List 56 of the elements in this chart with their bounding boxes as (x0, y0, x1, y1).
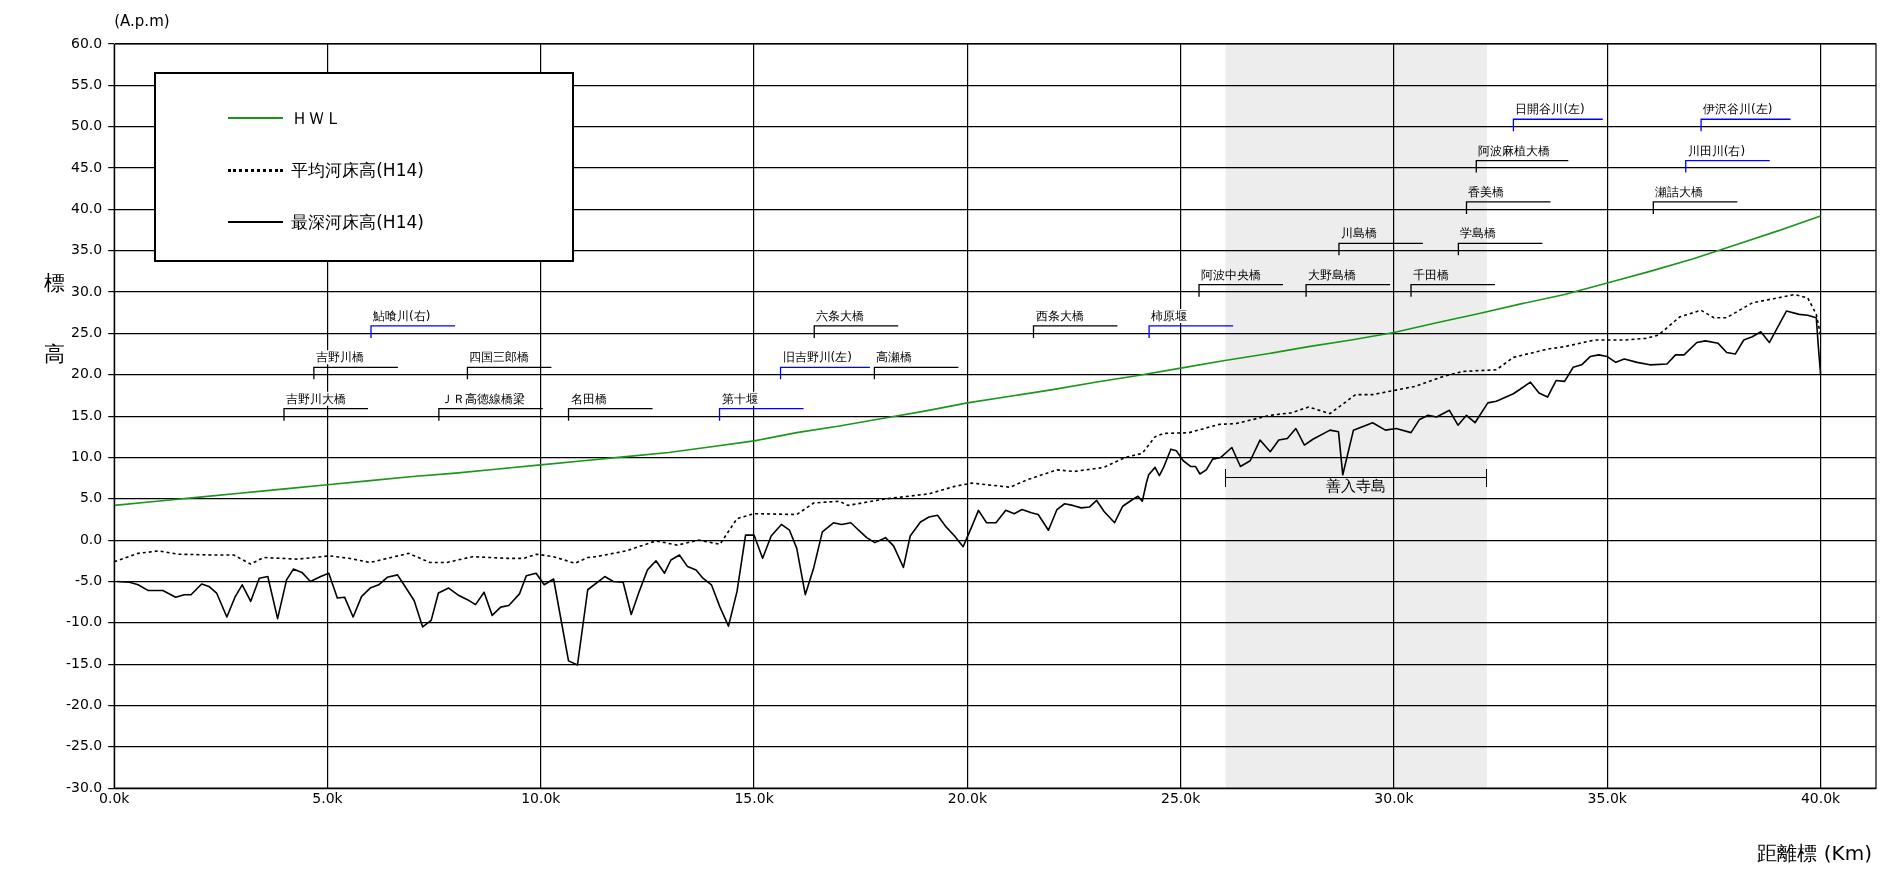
ref-line-label: 吉野川大橋 (286, 391, 346, 406)
ref-line-label: 鮎喰川(右) (373, 309, 431, 324)
y-tick-label: 5.0 (79, 489, 103, 506)
x-tick-label: 40.0k (1800, 790, 1842, 807)
ref-line-label: 第十堰 (721, 391, 758, 406)
x-tick-label: 30.0k (1374, 790, 1415, 807)
y-tick-label: -15.0 (65, 654, 103, 671)
y-tick-label: 60.0 (71, 34, 103, 51)
y-axis-title: 標高 (43, 255, 67, 395)
y-tick-label: 35.0 (71, 241, 103, 258)
y-tick-label: -20.0 (65, 696, 103, 713)
ref-line-label: 吉野川橋 (315, 350, 364, 365)
y-tick-label: 50.0 (71, 117, 103, 134)
ref-line-label: 瀬詰大橋 (1655, 185, 1704, 200)
y-tick-label: 25.0 (71, 324, 103, 341)
ref-line-label: 阿波中央橋 (1201, 267, 1262, 282)
y-tick-label: -25.0 (65, 737, 103, 754)
ref-line-label: 名田橋 (570, 391, 607, 406)
ref-line-label: 日開谷川(左) (1515, 102, 1585, 117)
x-tick-label: 20.0k (947, 790, 988, 807)
y-tick-label: 15.0 (71, 406, 103, 423)
y-tick-label: 40.0 (71, 200, 103, 217)
ref-line-label: 西条大橋 (1035, 309, 1084, 324)
y-tick-label: -5.0 (74, 572, 103, 589)
x-tick-label: 10.0k (521, 790, 562, 807)
y-tick-label: 20.0 (71, 365, 103, 382)
y-tick-label: 30.0 (71, 282, 103, 299)
ref-line-label: 高瀬橋 (876, 350, 913, 365)
ref-line-label: 阿波麻植大橋 (1478, 143, 1551, 158)
ref-line-label: 伊沢谷川(左) (1703, 102, 1773, 117)
y-tick-label: 55.0 (71, 75, 103, 92)
ref-line-label: 千田橋 (1413, 267, 1450, 282)
ref-line-label: 柿原堰 (1151, 309, 1188, 324)
x-tick-label: 35.0k (1587, 790, 1628, 807)
ref-line-label: 大野島橋 (1308, 267, 1357, 282)
ref-line-label: 川島橋 (1340, 226, 1377, 241)
ref-line-label: 旧吉野川(左) (782, 350, 852, 365)
ref-line-label: 学島橋 (1460, 226, 1497, 241)
ref-line-label: ＪＲ高徳線橋梁 (440, 391, 525, 406)
x-tick-label: 15.0k (734, 790, 775, 807)
band-label: 善入寺島 (1326, 477, 1387, 496)
y-tick-label: 10.0 (71, 448, 103, 465)
y-tick-label: 0.0 (79, 530, 103, 547)
ref-line-label: 四国三郎橋 (469, 350, 530, 365)
ref-line-label: 六条大橋 (816, 309, 865, 324)
legend-label: ＨＷＬ (291, 106, 343, 130)
legend-label: 平均河床高(H14) (291, 158, 424, 182)
ref-line-label: 香美橋 (1468, 185, 1505, 200)
legend-label: 最深河床高(H14) (291, 210, 424, 234)
x-tick-label: 25.0k (1161, 790, 1202, 807)
text: (A.p.m) (114, 12, 170, 31)
y-tick-label: 45.0 (71, 158, 103, 175)
ref-line-label: 川田川(右) (1687, 143, 1746, 158)
y-tick-label: -10.0 (65, 613, 103, 630)
x-axis-title: 距離標 (Km) (1757, 841, 1872, 866)
x-tick-label: 5.0k (312, 790, 344, 807)
